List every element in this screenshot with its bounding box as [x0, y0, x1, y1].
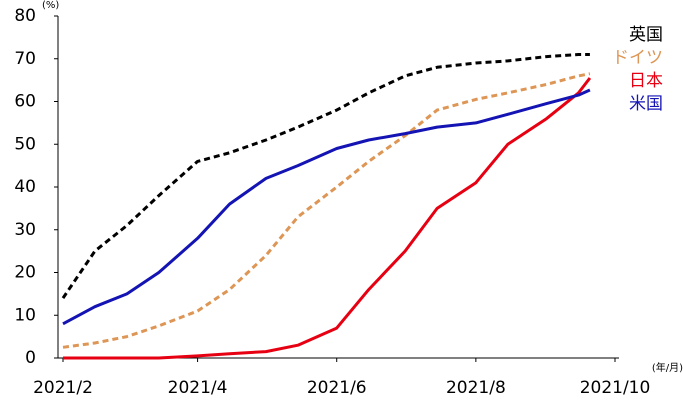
y-unit: (%) [42, 0, 59, 11]
x-tick-label: 2021/8 [446, 378, 506, 398]
y-tick-label: 20 [14, 263, 36, 283]
series-line [62, 72, 591, 349]
y-tick-label: 0 [25, 348, 36, 368]
y-tick-label: 50 [14, 134, 36, 154]
legend-label: 日本 [629, 71, 663, 91]
legend-label: 英国 [629, 25, 663, 45]
y-tick-label: 70 [14, 49, 36, 69]
x-unit: (年/月) [652, 361, 683, 374]
legend-label: 米国 [629, 94, 663, 114]
y-tick-label: 10 [14, 305, 36, 325]
legend-label: ドイツ [612, 48, 663, 68]
series-line [61, 53, 590, 299]
series-line [63, 77, 592, 360]
y-tick-label: 60 [14, 92, 36, 112]
series-line [62, 88, 591, 326]
x-tick-label: 2021/2 [33, 378, 93, 398]
x-tick-label: 2021/6 [307, 378, 367, 398]
y-tick-label: 40 [14, 177, 36, 197]
y-tick-label: 80 [14, 6, 36, 26]
x-tick-label: 2021/4 [168, 378, 228, 398]
x-tick-label: 2021/10 [580, 378, 651, 398]
y-tick-label: 30 [14, 220, 36, 240]
